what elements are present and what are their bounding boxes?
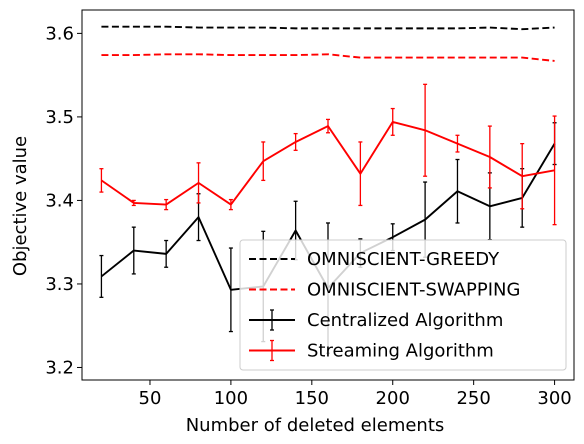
x-tick-label: 100 bbox=[214, 388, 248, 409]
series-line bbox=[100, 120, 555, 206]
legend-box bbox=[239, 239, 567, 371]
y-tick-label: 3.4 bbox=[45, 190, 74, 211]
legend-entry-1: OMNISCIENT-SWAPPING bbox=[249, 280, 520, 301]
axes: 50 100 150 200 250 300 3.2 3.3 3.4 3.5 3.6 bbox=[45, 9, 575, 409]
legend-entry-3: Streaming Algorithm bbox=[249, 339, 494, 362]
x-axis-label: Number of deleted elements bbox=[186, 415, 445, 436]
series-1 bbox=[101, 53, 555, 62]
y-tick-label: 3.6 bbox=[45, 23, 74, 44]
series-line bbox=[101, 53, 555, 62]
legend-label: OMNISCIENT-GREEDY bbox=[307, 249, 500, 270]
legend-entry-0: OMNISCIENT-GREEDY bbox=[249, 249, 500, 270]
legend-entry-2: Centralized Algorithm bbox=[249, 309, 503, 331]
series-0 bbox=[101, 25, 555, 31]
series-line bbox=[101, 25, 555, 31]
y-tick-label: 3.5 bbox=[45, 107, 74, 128]
y-tick-label: 3.3 bbox=[45, 274, 74, 295]
x-tick-label: 200 bbox=[376, 388, 410, 409]
x-tick-label: 300 bbox=[537, 388, 571, 409]
x-tick-label: 150 bbox=[295, 388, 329, 409]
y-tick-label: 3.2 bbox=[45, 357, 74, 378]
y-axis-label: Objective value bbox=[10, 136, 31, 276]
series-3 bbox=[99, 83, 557, 226]
legend-label: Streaming Algorithm bbox=[307, 341, 494, 362]
legend-label: Centralized Algorithm bbox=[307, 310, 503, 331]
legend: OMNISCIENT-GREEDY OMNISCIENT-SWAPPING Cent… bbox=[239, 239, 567, 371]
x-tick-label: 250 bbox=[456, 388, 490, 409]
plot-frame bbox=[81, 9, 575, 381]
legend-label: OMNISCIENT-SWAPPING bbox=[307, 280, 520, 301]
x-tick-label: 50 bbox=[139, 388, 162, 409]
